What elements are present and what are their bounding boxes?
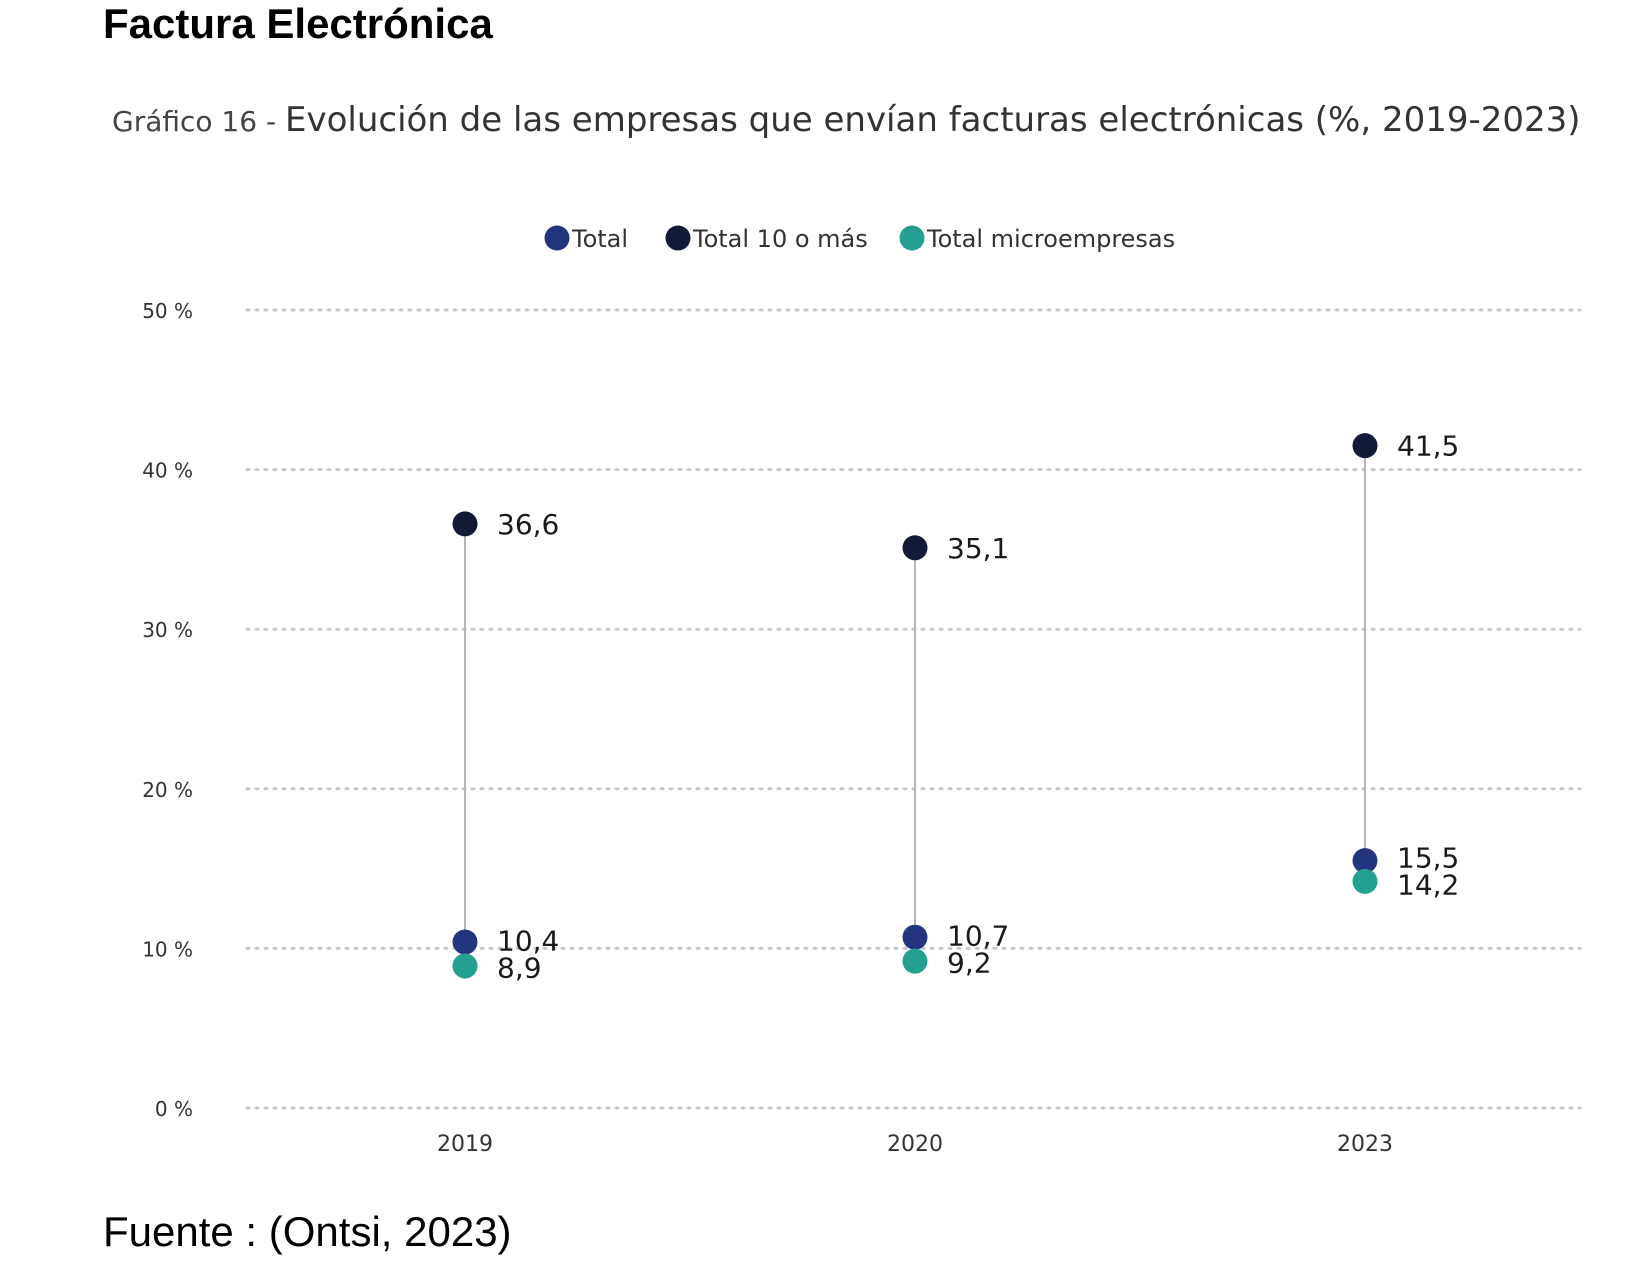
chart-title-prefix: Gráfico 16 - (112, 105, 285, 138)
legend-marker (544, 225, 570, 251)
y-tick-label: 30 % (142, 618, 193, 642)
y-axis: 0 % 10 % 20 % 30 % 40 % 50 % (142, 299, 193, 1121)
data-label: 10,7 (947, 920, 1009, 953)
data-label: 41,5 (1397, 430, 1459, 463)
x-tick-label: 2023 (1337, 1132, 1393, 1157)
data-point (902, 948, 928, 974)
data-point (452, 929, 478, 955)
range-connectors (464, 445, 1366, 966)
data-point (452, 511, 478, 537)
y-tick-label: 20 % (142, 778, 193, 802)
source-note: Fuente : (Ontsi, 2023) (103, 1208, 512, 1255)
data-label: 10,4 (497, 924, 559, 957)
x-tick-label: 2020 (887, 1132, 943, 1157)
data-label: 15,5 (1397, 841, 1459, 874)
data-label: 9,2 (947, 947, 992, 980)
x-tick-label: 2019 (437, 1132, 493, 1157)
y-tick-label: 40 % (142, 459, 193, 483)
data-point (1352, 868, 1378, 894)
x-axis: 2019 2020 2023 (437, 1132, 1393, 1157)
data-point (452, 953, 478, 979)
data-label: 8,9 (497, 951, 542, 984)
legend-label: Total 10 o más (692, 225, 868, 253)
y-tick-label: 50 % (142, 299, 193, 323)
data-point (902, 924, 928, 950)
y-tick-label: 0 % (155, 1097, 193, 1121)
legend-label: Total microempresas (926, 225, 1175, 253)
data-point (902, 535, 928, 561)
legend-label: Total (571, 225, 628, 253)
page-heading: Factura Electrónica (103, 0, 493, 47)
y-tick-label: 10 % (142, 937, 193, 961)
chart-title: Gráfico 16 - Evolución de las empresas q… (112, 100, 1581, 140)
data-labels: 36,6 10,48,9 35,1 10,79,2 41,5 15,514,2 (497, 430, 1459, 985)
data-points (452, 433, 1378, 979)
chart-gridlines (245, 308, 1582, 1110)
legend-marker (665, 225, 691, 251)
chart-legend: Total Total 10 o más Total microempresas (544, 225, 1175, 253)
dot-plot-chart: Total Total 10 o más Total microempresas 0… (142, 225, 1582, 1157)
data-label: 35,1 (947, 532, 1009, 565)
data-label: 14,2 (1397, 868, 1459, 901)
legend-marker (899, 225, 925, 251)
data-point (1352, 433, 1378, 459)
data-label: 36,6 (497, 508, 559, 541)
chart-title-main: Evolución de las empresas que envían fac… (284, 100, 1581, 140)
data-point (1352, 848, 1378, 874)
